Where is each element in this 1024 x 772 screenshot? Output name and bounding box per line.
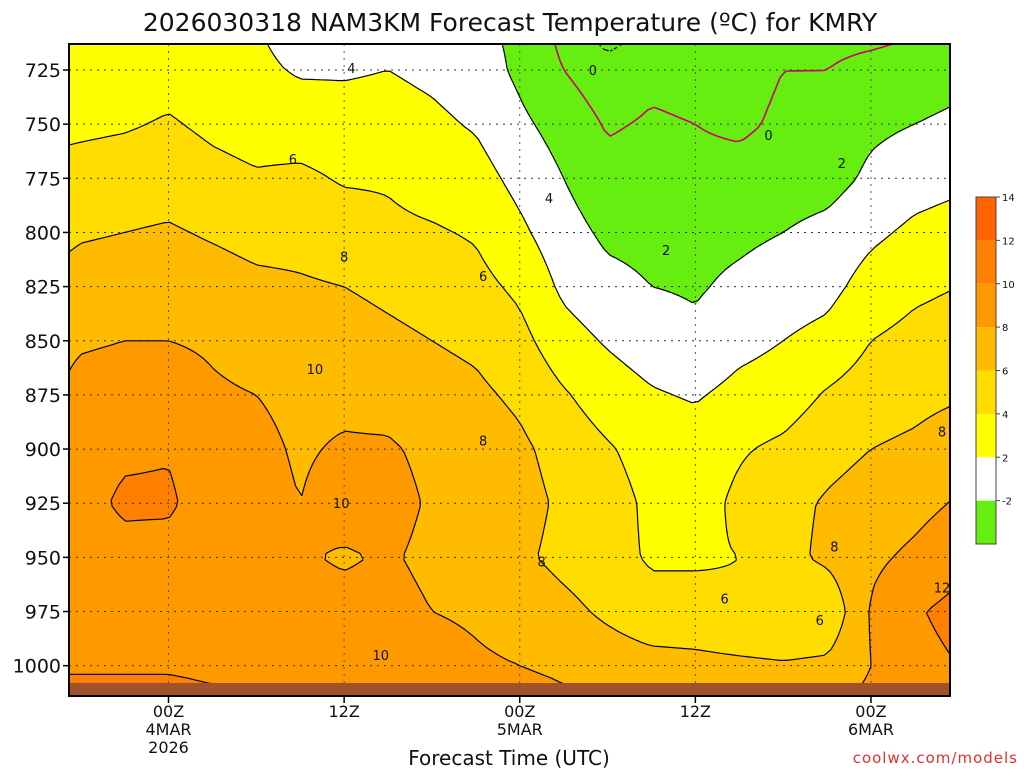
colorbar-swatch	[976, 500, 996, 544]
contour-label: 10	[307, 363, 324, 378]
contour-line-2	[501, 44, 950, 304]
x-tick-label: 6MAR	[848, 720, 894, 739]
colorbar-label: 12	[1002, 236, 1015, 247]
contour-label: 8	[938, 426, 946, 441]
contour-label: 0	[589, 64, 597, 79]
contour-line-0	[554, 44, 894, 143]
y-tick-label: 825	[25, 277, 61, 299]
contour-label: 6	[479, 270, 487, 285]
contour-label: 8	[340, 250, 348, 265]
colorbar-label: 8	[1002, 323, 1008, 334]
y-tick-label: 975	[25, 602, 61, 624]
y-tick-label: 925	[25, 493, 61, 515]
x-tick-label: 00Z	[855, 702, 886, 721]
colorbar-label: 2	[1002, 453, 1008, 464]
contour-label: 8	[830, 541, 838, 556]
contour-lines	[69, 44, 950, 696]
x-tick-label: 4MAR	[145, 720, 191, 739]
temperature-field	[69, 44, 950, 696]
colorbar-swatch	[976, 327, 996, 371]
colorbar-swatch	[976, 370, 996, 414]
contour-label: 2	[662, 244, 670, 259]
contour-label: 8	[538, 556, 546, 571]
colorbar-label: 4	[1002, 410, 1008, 421]
colorbar-label: 10	[1002, 280, 1015, 291]
x-tick-label: 5MAR	[497, 720, 543, 739]
contour-label: 10	[372, 649, 389, 664]
contour-label: 0	[764, 129, 772, 144]
colorbar-swatch	[976, 240, 996, 284]
contour-label: 6	[816, 614, 824, 629]
x-tick-label: 12Z	[680, 702, 711, 721]
contour-labels: 0 0 2 2 4 4 6 6 6 6 8 8 8 8 8 10 10 10 12	[289, 62, 951, 664]
y-tick-label: 900	[25, 439, 61, 461]
y-tick-label: 850	[25, 331, 61, 353]
contour-line-8	[69, 221, 950, 661]
x-tick-label: 2026	[148, 738, 189, 757]
contour-label: 8	[479, 434, 487, 449]
contour-label: 4	[347, 62, 355, 77]
contour-label: 6	[720, 593, 728, 608]
y-tick-label: 725	[25, 60, 61, 82]
y-tick-label: 775	[25, 168, 61, 190]
contour-label: 10	[333, 497, 350, 512]
colorbar-label: -2	[1002, 497, 1012, 508]
contour-label: 2	[838, 157, 846, 172]
ground-surface	[69, 683, 950, 696]
contour-line-6	[69, 113, 950, 572]
y-tick-label: 1000	[13, 656, 61, 678]
y-tick-label: 750	[25, 114, 61, 136]
contour-label: 6	[289, 153, 297, 168]
colorbar-legend: -2 2 4 6 8 10 12 14	[975, 193, 1015, 545]
plot-frame	[68, 43, 951, 697]
chart-title: 2026030318 NAM3KM Forecast Temperature (…	[143, 8, 878, 37]
contour-label: 4	[545, 192, 553, 207]
contour-line-minus-2	[598, 44, 623, 52]
colorbar-label: 14	[1002, 193, 1015, 204]
x-tick-label: 12Z	[328, 702, 359, 721]
contour-line-12	[69, 467, 950, 696]
contour-line-10	[69, 340, 950, 696]
contour-line-4	[266, 44, 950, 404]
y-tick-label: 950	[25, 547, 61, 569]
y-tick-label: 800	[25, 222, 61, 244]
y-tick-label: 875	[25, 385, 61, 407]
colorbar-swatch	[976, 413, 996, 458]
x-axis-label: Forecast Time (UTC)	[408, 746, 610, 768]
credit-text: coolwx.com/models	[853, 749, 1018, 767]
x-tick-label: 00Z	[504, 702, 535, 721]
colorbar-swatch	[976, 283, 996, 328]
contour-label: 12	[934, 582, 951, 597]
colorbar-label: 6	[1002, 367, 1008, 378]
colorbar-swatch	[976, 197, 996, 241]
x-tick-label: 00Z	[153, 702, 184, 721]
colorbar-swatch	[976, 457, 996, 501]
y-axis: 725 750 775 800 825 850 875 900 925 950 975 1000	[13, 60, 69, 678]
